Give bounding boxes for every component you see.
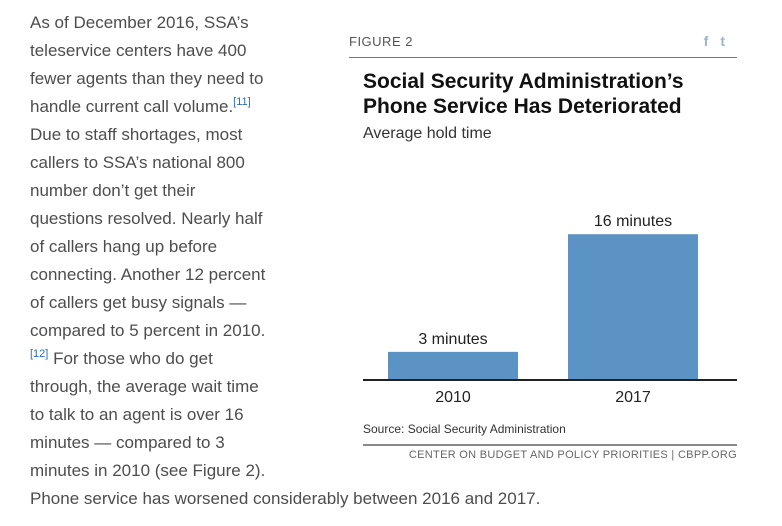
article-line: through, the average wait time xyxy=(30,377,259,396)
article-line: fewer agents than they need to xyxy=(30,69,264,88)
article-line: callers to SSA’s national 800 xyxy=(30,153,245,172)
article-line: to talk to an agent is over 16 xyxy=(30,405,244,424)
data-label-2010: 3 minutes xyxy=(418,331,487,348)
bar-2017 xyxy=(568,234,698,379)
chart-title: Social Security Administration’s Phone S… xyxy=(363,70,684,118)
article-line: As of December 2016, SSA’s xyxy=(30,13,249,32)
bar-chart: 3 minutes 2010 16 minutes 2017 xyxy=(363,213,737,406)
article-line: minutes — compared to 3 xyxy=(30,433,225,452)
chart-source: Source: Social Security Administration xyxy=(363,422,566,436)
twitter-icon[interactable]: t xyxy=(720,33,725,49)
footnote-link-12[interactable]: [12] xyxy=(30,348,49,360)
footnote-link-11[interactable]: [11] xyxy=(233,96,251,108)
article-text: As of December 2016, SSA’s teleservice c… xyxy=(30,9,292,485)
article-line-text: handle current call volume. xyxy=(30,97,234,116)
facebook-icon[interactable]: f xyxy=(703,33,709,49)
figure-2: FIGURE 2 f t Social Security Administrat… xyxy=(349,28,737,468)
figure-top-rule xyxy=(349,57,737,58)
article-line: Due to staff shortages, most xyxy=(30,125,243,144)
article-line: teleservice centers have 400 xyxy=(30,41,247,60)
article-line: questions resolved. Nearly half xyxy=(30,209,263,228)
article-line: connecting. Another 12 percent xyxy=(30,265,266,284)
closing-sentence: Phone service has worsened considerably … xyxy=(30,489,541,508)
article-line: compared to 5 percent in 2010. xyxy=(30,321,266,340)
x-tick-label-2017: 2017 xyxy=(615,389,651,406)
article-line: number don’t get their xyxy=(30,181,196,200)
x-tick-label-2010: 2010 xyxy=(435,389,471,406)
data-label-2017: 16 minutes xyxy=(594,213,672,230)
bar-2010 xyxy=(388,351,518,379)
figure-bottom-rule xyxy=(363,444,737,446)
article-line-text: For those who do get xyxy=(48,349,213,368)
chart-subtitle: Average hold time xyxy=(363,125,492,142)
article-line: of callers get busy signals — xyxy=(30,293,247,312)
article-line: of callers hang up before xyxy=(30,237,218,256)
article-line: minutes in 2010 (see Figure 2). xyxy=(30,461,266,480)
figure-label: FIGURE 2 xyxy=(349,34,413,49)
org-credit: CENTER ON BUDGET AND POLICY PRIORITIES |… xyxy=(408,449,737,461)
share-buttons: f t xyxy=(704,33,725,49)
article-line: [12] For those who do get xyxy=(30,345,292,373)
article-line: handle current call volume.[11] xyxy=(30,93,292,121)
